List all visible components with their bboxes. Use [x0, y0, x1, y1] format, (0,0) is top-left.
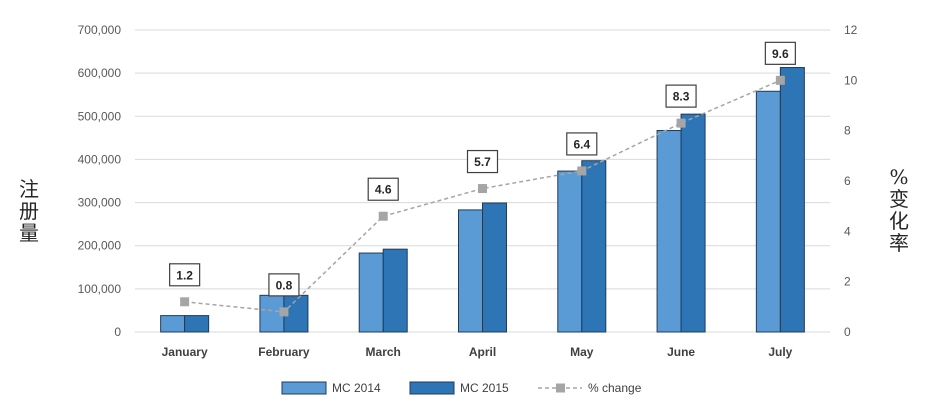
- bar-mc-2015: [184, 315, 210, 333]
- legend: MC 2014 MC 2015 % change: [281, 381, 642, 395]
- percent-change-marker: [775, 75, 785, 85]
- y-tick-label: 100,000: [78, 282, 122, 296]
- data-label: 4.6: [375, 183, 392, 197]
- y-tick-label: 500,000: [78, 109, 122, 123]
- y-axis-right-label: % 变化率: [889, 165, 909, 255]
- x-tick-label: March: [366, 345, 401, 359]
- data-label: 8.3: [673, 90, 690, 104]
- percent-change-line: 1.2 0.8 4.6 5.7 6.4 8.3 9.6: [169, 41, 796, 317]
- y2-tick-label: 2: [844, 275, 851, 289]
- bar-mc-2014: [160, 315, 186, 333]
- data-label: 9.6: [772, 47, 789, 61]
- y2-tick-label: 6: [844, 174, 851, 188]
- legend-label: % change: [588, 381, 642, 395]
- percent-change-marker: [478, 184, 487, 194]
- data-label-box: [466, 149, 499, 174]
- x-tick-label: April: [469, 345, 496, 359]
- data-label-box: [169, 263, 201, 287]
- legend-marker-percent-change: [556, 383, 565, 393]
- data-label: 6.4: [573, 137, 590, 151]
- percent-change-marker: [577, 166, 587, 176]
- data-label-box: [764, 41, 796, 65]
- y-axis-left-ticks: 0 100,000 200,000 300,000 400,000 500,000 600,…: [78, 23, 122, 339]
- legend-swatch-mc-2015: [409, 381, 455, 395]
- bar-mc-2014: [557, 170, 583, 333]
- y-tick-label: 600,000: [78, 66, 122, 80]
- legend-swatch-mc-2014: [281, 381, 327, 395]
- bar-mc-2014: [755, 90, 781, 333]
- legend-label: MC 2015: [460, 381, 509, 395]
- percent-change-marker: [676, 118, 686, 128]
- x-tick-label: February: [258, 345, 310, 359]
- y-tick-label: 200,000: [78, 239, 122, 253]
- y2-tick-label: 10: [844, 73, 858, 87]
- bar-mc-2015: [680, 113, 706, 333]
- bar-mc-2014: [656, 130, 682, 333]
- y2-tick-label: 12: [844, 23, 858, 37]
- data-label-box: [665, 84, 697, 108]
- x-tick-label: June: [667, 345, 695, 359]
- bars: [160, 67, 805, 333]
- y-tick-label: 400,000: [78, 152, 122, 166]
- legend-label: MC 2014: [332, 381, 381, 395]
- bar-mc-2014: [358, 252, 384, 333]
- x-tick-label: July: [768, 345, 792, 359]
- data-label: 0.8: [276, 278, 293, 292]
- x-tick-label: May: [570, 345, 594, 359]
- bar-mc-2015: [382, 248, 408, 333]
- percent-change-marker: [180, 297, 190, 307]
- data-label-box: [268, 273, 300, 297]
- y-tick-label: 0: [114, 325, 121, 339]
- y2-tick-label: 8: [844, 124, 851, 138]
- y2-tick-label: 4: [844, 224, 851, 238]
- bar-mc-2014: [458, 209, 483, 333]
- x-axis-categories: January February March April May June July: [162, 345, 793, 359]
- x-tick-label: January: [162, 345, 208, 359]
- y-tick-label: 700,000: [78, 23, 122, 37]
- percent-change-marker: [378, 211, 388, 221]
- y-axis-left-label: 注册量: [19, 177, 39, 245]
- y-tick-label: 300,000: [78, 196, 122, 210]
- data-label: 1.2: [176, 268, 193, 282]
- y2-tick-label: 0: [844, 325, 851, 339]
- bar-mc-2015: [482, 202, 507, 333]
- y-axis-right-ticks: 0 2 4 6 8 10 12: [844, 23, 858, 339]
- data-label-box: [367, 177, 399, 201]
- data-label-box: [566, 132, 598, 156]
- data-label: 5.7: [474, 155, 491, 169]
- percent-change-marker: [279, 307, 289, 317]
- bar-mc-2015: [779, 67, 805, 333]
- bar-mc-2015: [581, 160, 607, 333]
